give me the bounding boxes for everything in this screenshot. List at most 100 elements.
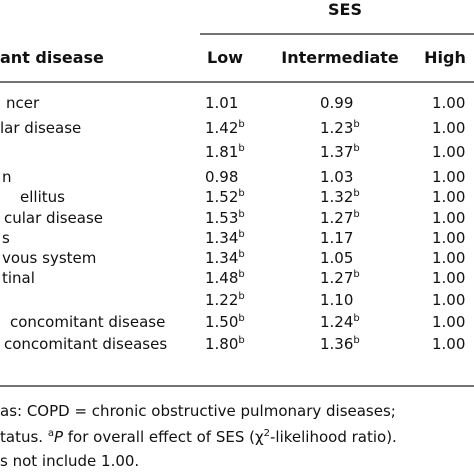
superscript: b	[238, 209, 244, 220]
cell-text: 1.48	[205, 269, 238, 287]
cell-text: 1.42	[205, 119, 238, 137]
footnote-part: for overall effect of SES (χ	[63, 428, 264, 446]
superscript: b	[353, 119, 359, 130]
cell: 1.01	[205, 94, 238, 112]
cell-text: 1.00	[432, 209, 465, 227]
footnote-part: s not include 1.00.	[0, 452, 139, 470]
superscript: b	[238, 313, 244, 324]
cell: 1.80b	[205, 335, 245, 353]
cell: 1.00	[432, 188, 465, 206]
cell-text: 1.37	[320, 143, 353, 161]
cell: 1.48b	[205, 269, 245, 287]
cell-text: 1.34	[205, 249, 238, 267]
column-header: High	[424, 48, 466, 67]
cell: 1.22b	[205, 291, 245, 309]
cell: 1.42b	[205, 119, 245, 137]
cell-text: 1.17	[320, 229, 353, 247]
column-header: ant disease	[0, 48, 104, 67]
cell-text: 1.05	[320, 249, 353, 267]
cell-text: 1.00	[432, 188, 465, 206]
cell: 1.00	[432, 229, 465, 247]
cell-text: 1.00	[432, 313, 465, 331]
row-label: lar disease	[0, 119, 81, 137]
superscript: b	[238, 335, 244, 346]
footnote-part: P	[54, 428, 64, 446]
cell-text: 1.00	[432, 143, 465, 161]
cell: 1.37b	[320, 143, 360, 161]
row-label: concomitant diseases	[4, 335, 167, 353]
cell-text: 1.22	[205, 291, 238, 309]
column-header: Intermediate	[281, 48, 399, 67]
cell-text: vous system	[2, 249, 96, 267]
footnote-part: a	[48, 428, 54, 439]
cell-text: 1.00	[432, 335, 465, 353]
cell: 1.00	[432, 143, 465, 161]
row-label: s	[2, 229, 10, 247]
row-label: ellitus	[20, 188, 65, 206]
group-header: SES	[328, 0, 362, 19]
cell-text: 1.10	[320, 291, 353, 309]
cell-text: 1.00	[432, 269, 465, 287]
cell: 1.10	[320, 291, 353, 309]
cell-text: 0.98	[205, 168, 238, 186]
footnote-part: as: COPD = chronic obstructive pulmonary…	[0, 402, 396, 420]
cell: 1.00	[432, 249, 465, 267]
cell-text: 1.53	[205, 209, 238, 227]
cell-text: n	[2, 168, 12, 186]
cell: 1.27b	[320, 269, 360, 287]
cell-text: 1.36	[320, 335, 353, 353]
cell: 1.24b	[320, 313, 360, 331]
row-label: n	[2, 168, 12, 186]
superscript: b	[238, 229, 244, 240]
cell: 1.34b	[205, 229, 245, 247]
cell-text: cular disease	[4, 209, 103, 227]
cell-text: 1.23	[320, 119, 353, 137]
footnote-part: -likelihood ratio).	[270, 428, 397, 446]
superscript: b	[353, 335, 359, 346]
cell-text: 1.32	[320, 188, 353, 206]
cell-text: 1.52	[205, 188, 238, 206]
cell-text: 0.99	[320, 94, 353, 112]
cell: 1.00	[432, 313, 465, 331]
superscript: b	[353, 143, 359, 154]
row-label: tinal	[2, 269, 35, 287]
footnote: as: COPD = chronic obstructive pulmonary…	[0, 402, 396, 420]
cell-text: 1.00	[432, 249, 465, 267]
cell: 1.27b	[320, 209, 360, 227]
cell: 1.81b	[205, 143, 245, 161]
cell: 1.03	[320, 168, 353, 186]
superscript: b	[238, 188, 244, 199]
cell: 1.36b	[320, 335, 360, 353]
cell-text: concomitant diseases	[4, 335, 167, 353]
column-header: Low	[207, 48, 243, 67]
cell: 1.05	[320, 249, 353, 267]
cell-text: concomitant disease	[10, 313, 165, 331]
cell-text: 1.00	[432, 168, 465, 186]
cell: 1.17	[320, 229, 353, 247]
cell-text: 1.24	[320, 313, 353, 331]
superscript: b	[353, 209, 359, 220]
cell-text: 1.03	[320, 168, 353, 186]
cell: 1.00	[432, 209, 465, 227]
superscript: b	[238, 291, 244, 302]
cell: 1.00	[432, 94, 465, 112]
cell-text: ellitus	[20, 188, 65, 206]
cell: 1.52b	[205, 188, 245, 206]
superscript: b	[238, 143, 244, 154]
cell-text: 1.27	[320, 269, 353, 287]
row-label: cular disease	[4, 209, 103, 227]
cell-text: 1.00	[432, 119, 465, 137]
cell: 1.00	[432, 291, 465, 309]
row-label: vous system	[2, 249, 96, 267]
cell: 1.34b	[205, 249, 245, 267]
cell: 1.50b	[205, 313, 245, 331]
cell-text: s	[2, 229, 10, 247]
cell: 1.00	[432, 335, 465, 353]
footnote-part: tatus.	[0, 428, 48, 446]
footnote-part: 2	[264, 428, 270, 439]
cell-text: 1.00	[432, 94, 465, 112]
row-label: ncer	[6, 94, 40, 112]
cell: 0.98	[205, 168, 238, 186]
cell-text: 1.00	[432, 229, 465, 247]
